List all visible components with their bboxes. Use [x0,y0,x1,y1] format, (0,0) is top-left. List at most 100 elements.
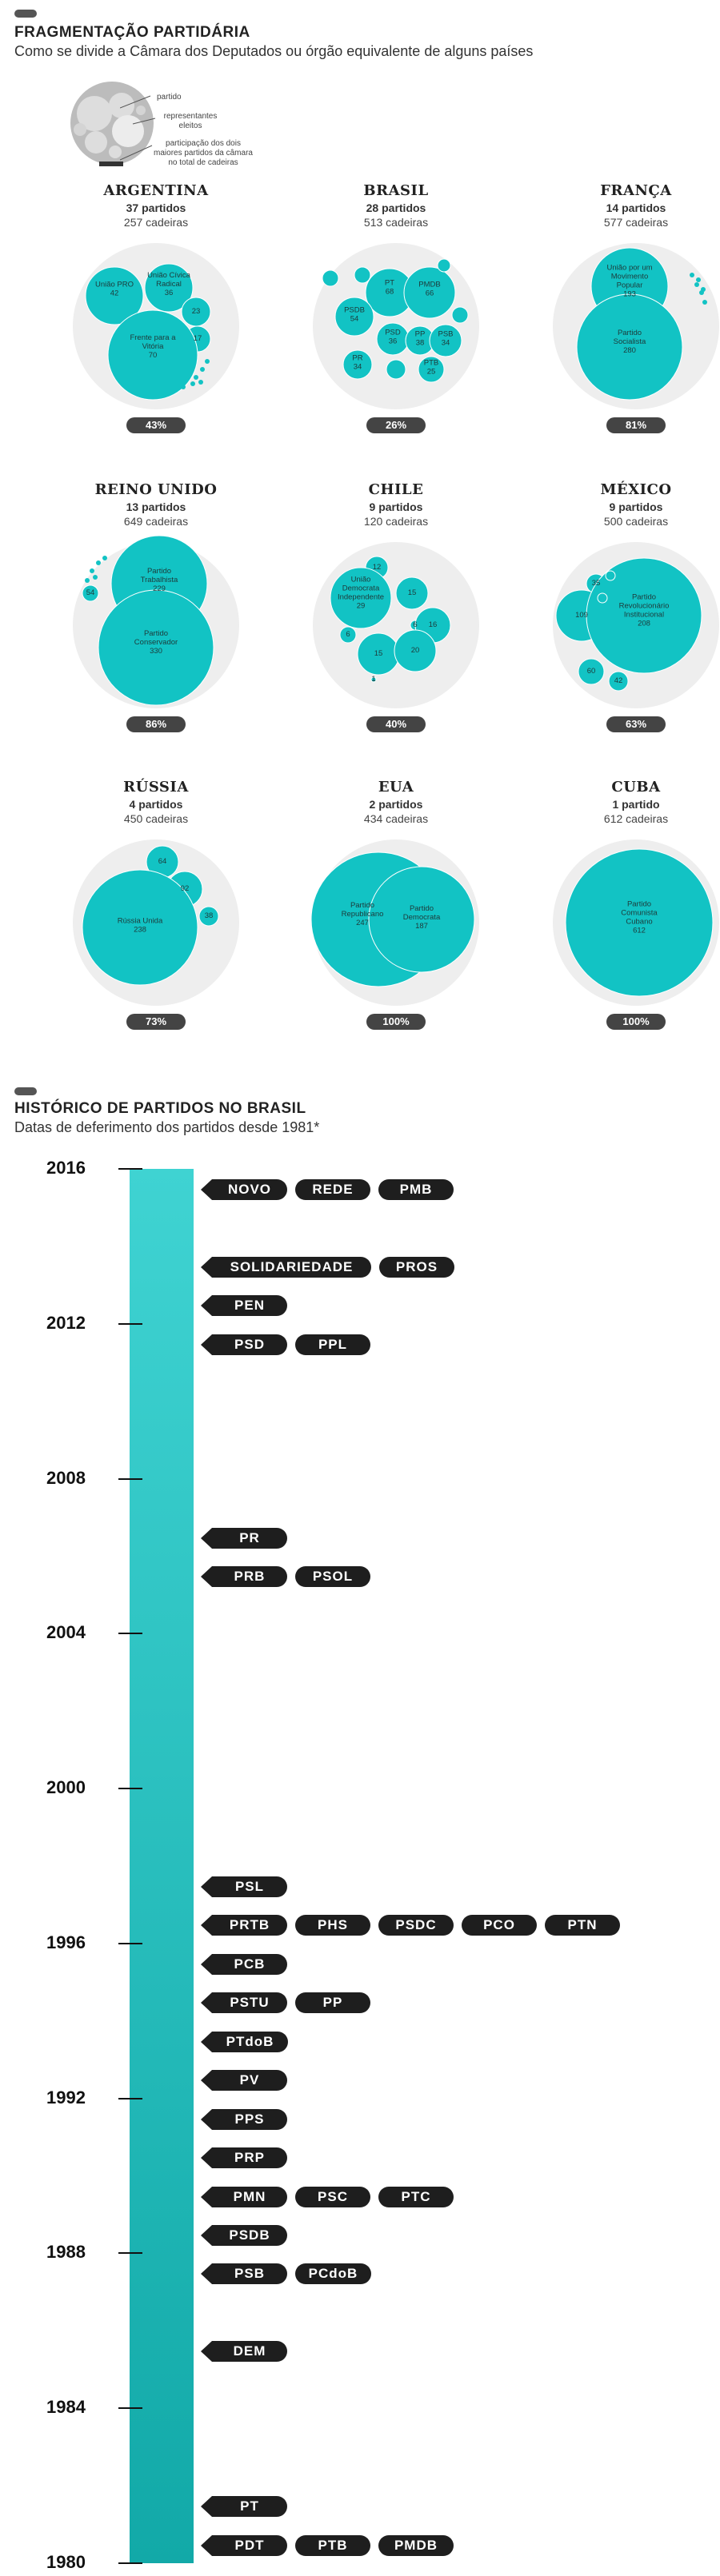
party-tag: PTdoB [201,2031,288,2052]
party-tag: PR [201,1528,287,1549]
country-parties: 2 partidos [369,798,423,811]
country-seats: 577 cadeiras [603,216,669,229]
party-tag: PDT [201,2534,287,2556]
section-marker-2 [14,1087,37,1095]
year-tick [118,2562,142,2564]
share-pill: 40% [366,716,426,732]
country-panel-brasil: BRASIL 28 partidos 513 cadeiras PT 68 PMDB 66 P… [276,182,516,478]
bubble-chart: Partido Republicano 247 Partido Democrata 187 [310,839,479,1006]
small-party-dot [690,273,694,277]
share-pill: 63% [606,716,666,732]
country-parties: 9 partidos [369,500,423,513]
bubble-label: Frente para a Vitória 70 [130,333,176,360]
bubble-label: PTB 25 [424,359,438,377]
bubble-label: 6 [346,630,350,639]
party-bubble [565,848,714,997]
bubble-chart: 12 União Democrata Independente 29 15 6 16 6 15 20… [313,542,479,708]
party-tag: PRB [201,1566,287,1588]
country-seats: 450 cadeiras [123,812,189,825]
party-tag: PRTB [201,1915,287,1936]
bubble-label: Partido Conservador 330 [134,629,178,656]
country-name: CUBA [611,779,661,796]
legend-diagram [70,82,154,166]
small-party-dot [696,277,701,282]
party-bubble [342,349,373,380]
country-seats: 120 cadeiras [363,515,429,528]
year-tick [118,2252,142,2255]
party-tag: PRP [201,2147,287,2169]
year-tick-label: 1996 [46,1932,86,1952]
small-party-dot [194,375,198,380]
bubble-label: União Cívica Radical 36 [147,271,191,297]
section-subtitle: Como se divide a Câmara dos Deputados ou… [14,43,534,59]
party-bubble [354,266,371,284]
bubble-label: PSD 36 [385,329,401,346]
share-pill: 86% [126,716,186,732]
party-tag: PTN [545,1915,620,1936]
year-tick-label: 2000 [46,1777,86,1798]
country-name: BRASIL [363,182,429,199]
party-bubble [370,676,377,683]
party-bubble [576,293,683,401]
timeline-bar [130,1169,194,2563]
share-pill: 81% [606,417,666,433]
country-parties: 1 partido [612,798,660,811]
country-name: REINO UNIDO [94,481,218,498]
party-tag: PCB [201,1953,287,1975]
share-pill: 43% [126,417,186,433]
party-tag: PSDC [378,1915,454,1936]
party-tag: PHS [295,1915,370,1936]
party-bubble [394,629,437,672]
small-party-dot [102,556,107,560]
country-panel-méxico: MÉXICO 9 partidos 500 cadeiras 35 109 Partido… [516,481,720,777]
chamber-circle [313,542,479,708]
year-tick-label: 1988 [46,2242,86,2263]
country-parties: 28 partidos [366,201,426,214]
small-party-dot [178,377,182,381]
legend-participacao: participação dos dois maiores partidos d… [154,139,253,167]
bubble-label: 20 [411,646,420,655]
bubble-chart: Partido Comunista Cubano 612 [553,839,719,1006]
party-tag: PT [201,2496,287,2518]
country-panel-frança: FRANÇA 14 partidos 577 cadeiras União por u… [516,182,720,478]
bubble-label: Partido Trabalhista 229 [141,567,178,593]
party-bubble [418,356,445,383]
bubble-chart: PT 68 PMDB 66 PSDB 54 PSD 36 PP 38 PSB 34 PR 34 PTB 25 [313,243,479,409]
year-tick [118,1477,142,1480]
bubble-label: Partido Revolucionário Institucional 208 [619,593,670,628]
country-seats: 612 cadeiras [603,812,669,825]
bubble-label: União PRO 42 [95,281,134,298]
bubble-label: 16 [429,620,438,629]
country-seats: 649 cadeiras [123,515,189,528]
small-party-dot [702,300,707,305]
country-parties: 4 partidos [129,798,183,811]
party-tag: PSOL [295,1566,370,1588]
country-panel-rússia: RÚSSIA 4 partidos 450 cadeiras 64 92 38 Rússia… [36,779,276,1075]
small-party-dot [186,370,190,375]
party-tag: PSC [295,2186,370,2207]
bubble-label: PMDB 66 [418,281,440,298]
share-pill: 26% [366,417,426,433]
year-tick-label: 1992 [46,2087,86,2107]
party-bubble [82,584,99,602]
party-bubble [368,866,475,973]
country-parties: 14 partidos [606,201,666,214]
bubble-label: União Democrata Independente 29 [338,576,384,611]
year-tick-label: 1980 [46,2552,86,2572]
party-tag: PMN [201,2186,287,2207]
country-name: RÚSSIA [123,779,189,796]
year-tick-label: 2008 [46,1467,86,1488]
party-tag: PSD [201,1334,287,1355]
bubble-label: PSDB 54 [344,306,365,324]
year-tick-label: 2012 [46,1312,86,1333]
country-panel-reino unido: REINO UNIDO 13 partidos 649 cadeiras Partid… [36,481,276,777]
party-tag: PSL [201,1876,287,1897]
share-pill: 100% [606,1014,666,1030]
bubble-label: Rússia Unida 238 [118,917,163,935]
bubble-label: PSB 34 [438,330,453,348]
bubble-label: 60 [587,667,596,676]
party-bubble [578,658,605,685]
party-bubble [330,567,392,629]
year-tick [118,1788,142,1790]
party-bubble [386,359,406,380]
